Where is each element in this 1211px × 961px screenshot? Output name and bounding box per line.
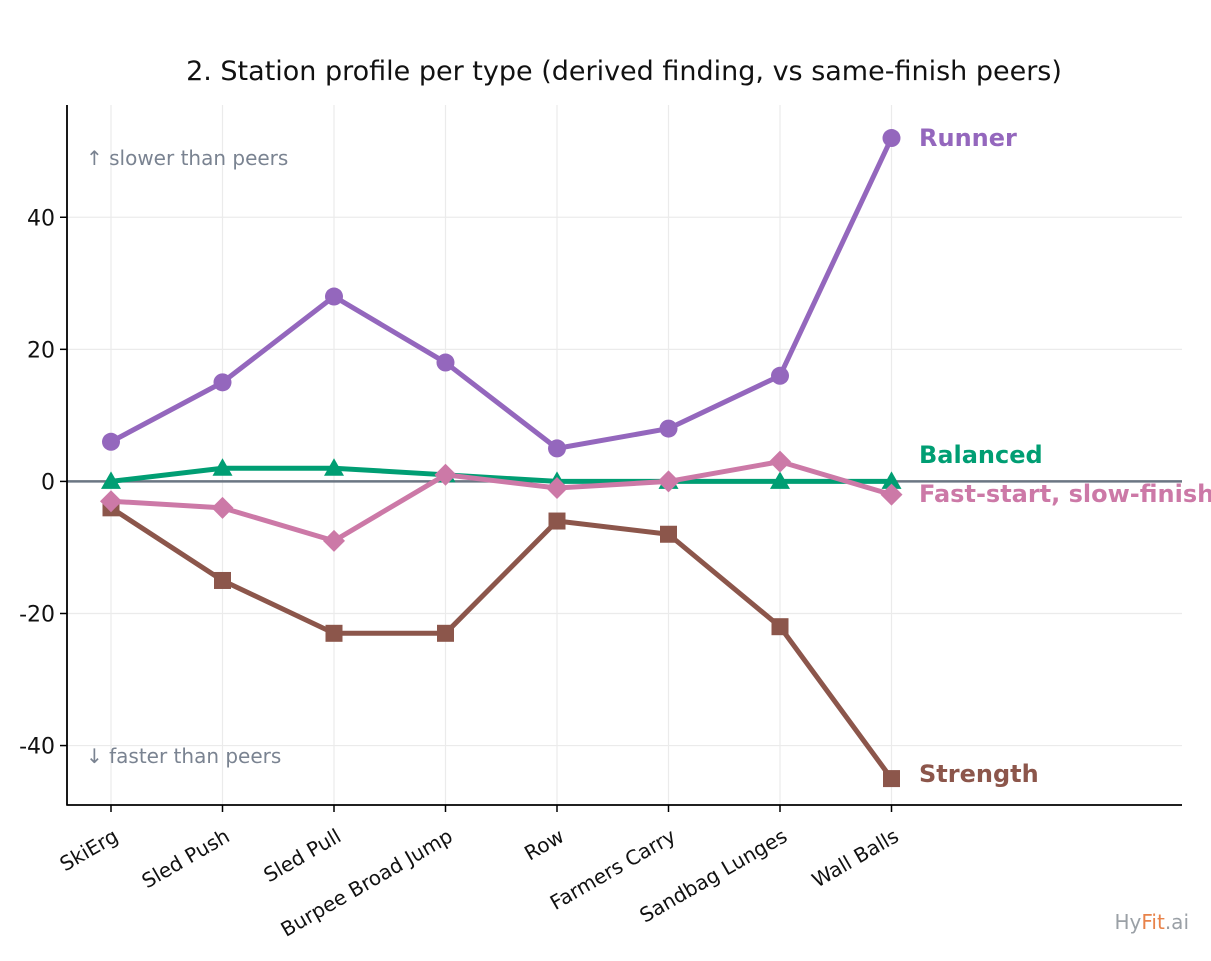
data-point-circle: [436, 353, 455, 372]
data-point-circle: [548, 439, 566, 458]
brand-logo: HyFit.ai: [1115, 910, 1190, 934]
data-point-circle: [102, 432, 120, 451]
annotation-faster: ↓ faster than peers: [86, 744, 281, 768]
brand-part-fit: Fit: [1141, 910, 1165, 934]
data-point-square: [883, 770, 900, 788]
y-tick-label: -20: [19, 602, 55, 627]
data-point-triangle: [324, 458, 344, 476]
data-point-circle: [325, 287, 343, 306]
y-tick-label: 40: [27, 206, 55, 231]
data-point-square: [771, 618, 789, 636]
series-line: [109, 505, 894, 781]
data-point-circle: [882, 129, 901, 148]
data-point-square: [660, 525, 677, 543]
data-point-circle: [771, 366, 789, 385]
series-line: [110, 465, 892, 484]
data-point-square: [548, 512, 566, 530]
data-point-triangle: [101, 471, 121, 489]
y-axis-ticks: -40 -20 0 20 40: [19, 206, 67, 760]
series-line: [109, 136, 894, 451]
y-tick-label: -40: [19, 735, 55, 760]
data-point-diamond: [657, 470, 680, 493]
chart-title: 2. Station profile per type (derived fin…: [186, 56, 1062, 87]
series-fast-start-slow-finish: [100, 450, 903, 552]
data-point-diamond: [434, 463, 457, 486]
series-label: Fast-start, slow-finish: [919, 480, 1211, 508]
series-runner: [102, 129, 901, 458]
data-point-square: [437, 624, 454, 642]
series-label: Strength: [919, 760, 1039, 788]
axes: [66, 105, 1182, 806]
data-point-diamond: [211, 496, 234, 519]
x-tick-label: Wall Balls: [808, 824, 903, 893]
x-tick-label: Sled Pull: [259, 824, 345, 887]
series-group: [100, 129, 903, 788]
data-point-diamond: [880, 483, 903, 506]
data-point-triangle: [881, 471, 902, 489]
x-tick-label: Sled Push: [138, 824, 234, 893]
data-point-triangle: [212, 458, 233, 476]
brand-part-ai: .ai: [1165, 910, 1189, 934]
data-point-diamond: [546, 477, 568, 500]
data-point-square: [214, 571, 231, 589]
annotation-slower: ↑ slower than peers: [86, 146, 288, 170]
data-point-circle: [213, 373, 232, 392]
brand-part-hy: Hy: [1115, 910, 1142, 934]
data-point-square: [325, 624, 343, 642]
x-tick-label: Row: [520, 824, 568, 866]
data-point-diamond: [323, 529, 345, 552]
data-point-circle: [659, 419, 678, 438]
x-tick-label: SkiErg: [56, 824, 123, 876]
series-labels: Runner Balanced Fast-start, slow-finish Str…: [919, 124, 1211, 788]
y-tick-label: 0: [41, 470, 55, 495]
data-point-triangle: [770, 471, 790, 489]
series-line: [110, 459, 893, 544]
series-label: Balanced: [919, 441, 1043, 469]
data-point-diamond: [769, 450, 791, 473]
data-point-diamond: [100, 490, 122, 513]
series-strength: [102, 499, 900, 788]
y-tick-label: 20: [27, 338, 55, 363]
series-label: Runner: [919, 124, 1017, 152]
series-balanced: [101, 458, 902, 489]
